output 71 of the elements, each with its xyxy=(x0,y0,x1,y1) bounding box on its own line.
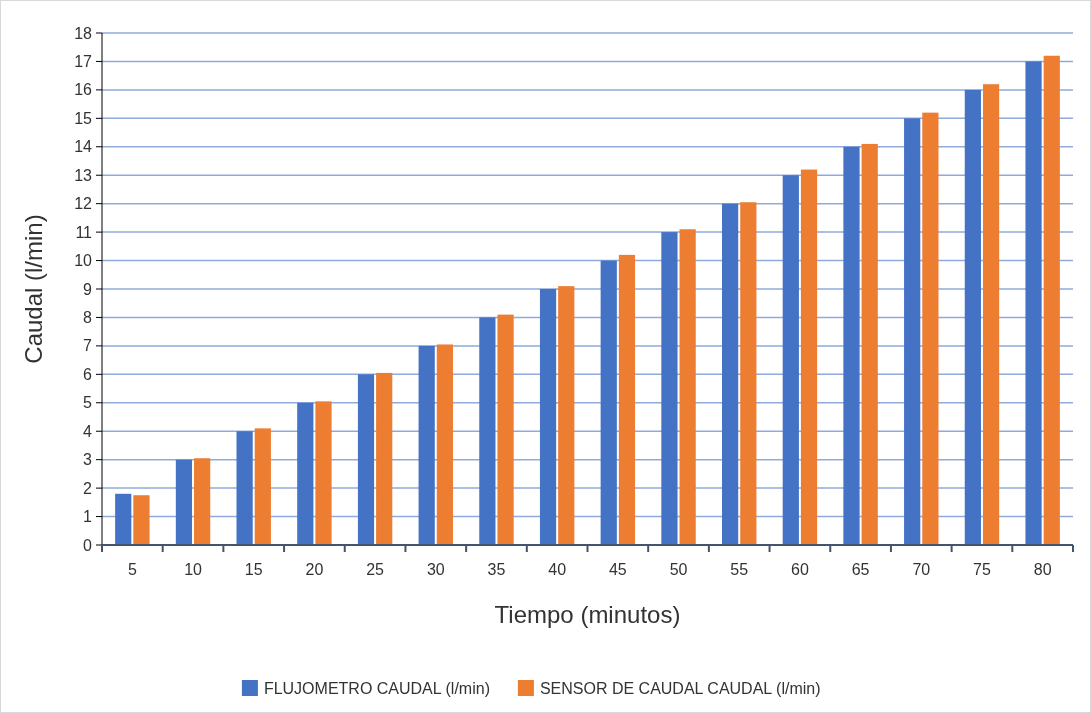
bar xyxy=(357,374,375,545)
y-tick-label: 12 xyxy=(74,195,93,213)
bar xyxy=(679,229,696,545)
y-tick-label: 4 xyxy=(83,422,93,440)
x-tick-label: 70 xyxy=(912,561,931,578)
y-tick-label: 6 xyxy=(83,365,93,383)
y-tick-label: 0 xyxy=(83,536,93,554)
bar xyxy=(376,372,393,545)
y-tick-label: 16 xyxy=(74,81,93,99)
bar xyxy=(861,143,878,545)
x-tick-label: 60 xyxy=(791,561,809,578)
legend-label: SENSOR DE CAUDAL CAUDAL (l/min) xyxy=(539,679,821,697)
y-tick-label: 2 xyxy=(83,479,93,497)
x-tick-label: 35 xyxy=(487,561,506,578)
y-tick-label: 17 xyxy=(74,53,93,71)
x-tick-label: 65 xyxy=(851,561,870,578)
bar xyxy=(782,175,799,545)
y-tick-label: 10 xyxy=(74,252,93,270)
bar xyxy=(843,146,860,545)
y-tick-label: 8 xyxy=(83,309,93,327)
x-tick-label: 40 xyxy=(548,561,567,578)
y-tick-label: 5 xyxy=(83,394,93,412)
bar xyxy=(740,202,757,545)
bar xyxy=(315,401,332,545)
bar xyxy=(236,431,253,545)
bar xyxy=(194,458,211,545)
bar xyxy=(722,203,739,545)
legend-label: FLUJOMETRO CAUDAL (l/min) xyxy=(263,679,490,697)
bar xyxy=(618,254,636,545)
bar xyxy=(1043,55,1060,545)
y-tick-label: 15 xyxy=(74,109,93,127)
bar xyxy=(922,112,939,545)
bar xyxy=(115,493,132,545)
y-tick-label: 1 xyxy=(83,508,93,526)
bar xyxy=(1025,61,1042,545)
bar xyxy=(904,118,921,545)
x-tick-label: 15 xyxy=(244,561,263,578)
x-tick-label: 75 xyxy=(973,561,991,578)
x-tick-label: 25 xyxy=(366,561,385,578)
x-tick-label: 20 xyxy=(305,561,324,578)
x-tick-label: 50 xyxy=(669,561,688,578)
bar xyxy=(175,459,193,545)
x-tick-label: 10 xyxy=(184,561,203,578)
bar xyxy=(297,402,314,545)
y-tick-label: 14 xyxy=(74,138,93,156)
x-axis-title: Tiempo (minutos) xyxy=(494,601,681,628)
x-tick-label: 55 xyxy=(730,561,749,578)
y-axis-title: Caudal (l/min) xyxy=(20,214,47,364)
bar xyxy=(982,84,1000,545)
y-tick-label: 13 xyxy=(74,166,93,184)
bar xyxy=(497,314,514,545)
bar xyxy=(600,260,617,545)
bar xyxy=(436,344,453,545)
bar xyxy=(661,232,678,545)
x-tick-label: 30 xyxy=(426,561,445,578)
y-tick-label: 9 xyxy=(83,280,93,298)
y-tick-label: 3 xyxy=(83,451,93,469)
bar xyxy=(539,289,557,545)
bar xyxy=(558,286,575,545)
x-tick-label: 80 xyxy=(1033,561,1052,578)
bar xyxy=(964,89,981,545)
x-tick-label: 45 xyxy=(608,561,627,578)
bar xyxy=(254,428,271,545)
y-tick-label: 18 xyxy=(74,24,93,42)
bar xyxy=(479,317,496,545)
bar xyxy=(418,345,435,545)
y-tick-label: 11 xyxy=(75,223,93,241)
bar xyxy=(800,169,818,545)
x-tick-label: 5 xyxy=(127,561,137,578)
bar xyxy=(133,495,150,545)
y-tick-label: 7 xyxy=(83,337,93,355)
